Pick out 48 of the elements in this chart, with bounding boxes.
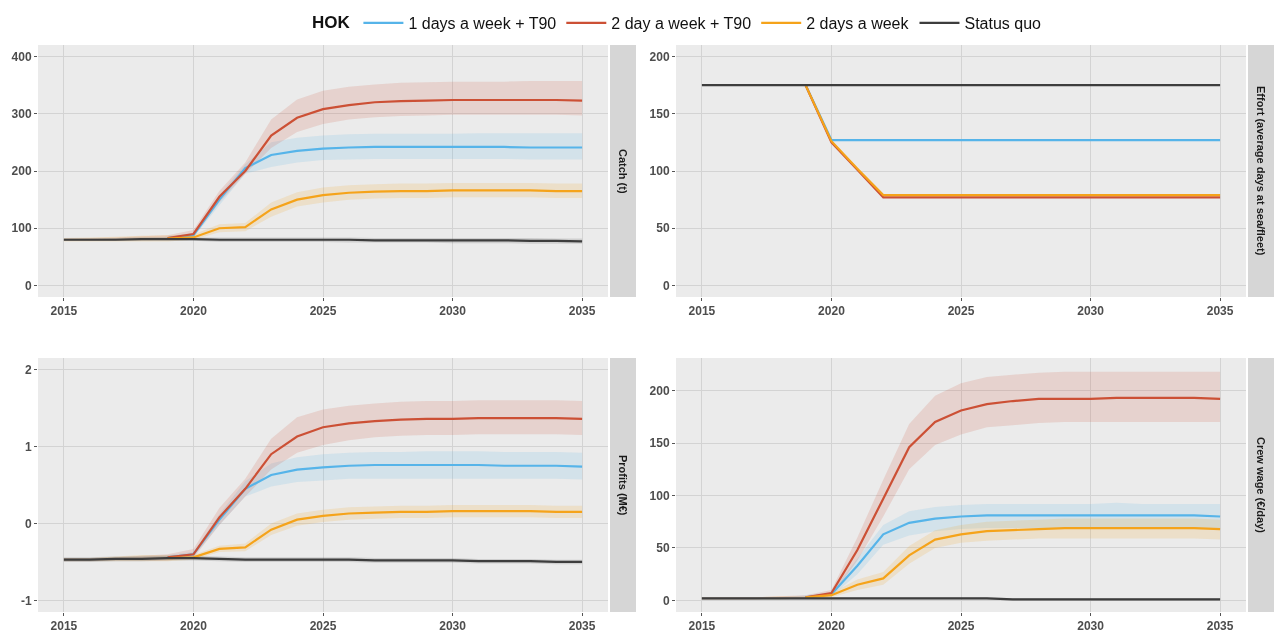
y-tick-label: 2 xyxy=(24,362,32,377)
y-axis-title: Profits (M€) xyxy=(617,455,629,516)
y-tick-label: 150 xyxy=(649,106,670,121)
x-tick-label: 2035 xyxy=(568,304,596,319)
y-tick-label: 150 xyxy=(649,436,670,451)
y-tick-label: 0 xyxy=(662,278,670,293)
x-tick-label: 2020 xyxy=(818,304,846,319)
x-tick-label: 2025 xyxy=(947,619,975,634)
y-tick-label: 0 xyxy=(24,278,32,293)
x-tick-label: 2025 xyxy=(947,304,975,319)
legend-title: HOK xyxy=(311,13,351,33)
y-tick-label: 0 xyxy=(24,516,32,531)
x-tick-label: 2015 xyxy=(50,304,78,319)
y-tick-label: 200 xyxy=(649,383,670,398)
x-tick-label: 2035 xyxy=(568,619,596,634)
legend-label: 2 days a week xyxy=(806,15,910,33)
x-tick-label: 2020 xyxy=(180,304,208,319)
x-tick-label: 2035 xyxy=(1206,619,1234,634)
legend-label: 2 day a week + T90 xyxy=(611,15,752,33)
y-tick-label: 50 xyxy=(656,221,670,236)
x-tick-label: 2030 xyxy=(1077,304,1105,319)
x-tick-label: 2020 xyxy=(818,619,846,634)
x-tick-label: 2030 xyxy=(439,619,467,634)
legend-label: Status quo xyxy=(964,15,1042,33)
x-tick-label: 2030 xyxy=(1077,619,1105,634)
y-tick-label: 300 xyxy=(11,106,32,121)
x-tick-label: 2035 xyxy=(1206,304,1234,319)
x-tick-label: 2025 xyxy=(309,619,337,634)
y-axis-title: Effort (average days at sea/fleet) xyxy=(1255,86,1267,256)
x-tick-label: 2015 xyxy=(688,619,716,634)
y-tick-label: 100 xyxy=(649,488,670,503)
y-tick-label: 0 xyxy=(662,593,670,608)
y-tick-label: 1 xyxy=(24,439,32,454)
y-tick-label: 400 xyxy=(11,49,32,64)
y-tick-label: 100 xyxy=(649,164,670,179)
y-tick-label: -1 xyxy=(20,593,32,608)
y-tick-label: 200 xyxy=(649,49,670,64)
x-tick-label: 2020 xyxy=(180,619,208,634)
y-axis-title: Crew wage (€/day) xyxy=(1255,437,1267,534)
x-tick-label: 2025 xyxy=(309,304,337,319)
y-tick-label: 100 xyxy=(11,221,32,236)
x-tick-label: 2015 xyxy=(688,304,716,319)
y-tick-label: 200 xyxy=(11,164,32,179)
x-tick-label: 2030 xyxy=(439,304,467,319)
y-tick-label: 50 xyxy=(656,541,670,556)
y-axis-title: Catch (t) xyxy=(617,149,629,194)
x-tick-label: 2015 xyxy=(50,619,78,634)
legend-label: 1 days a week + T90 xyxy=(408,15,557,33)
